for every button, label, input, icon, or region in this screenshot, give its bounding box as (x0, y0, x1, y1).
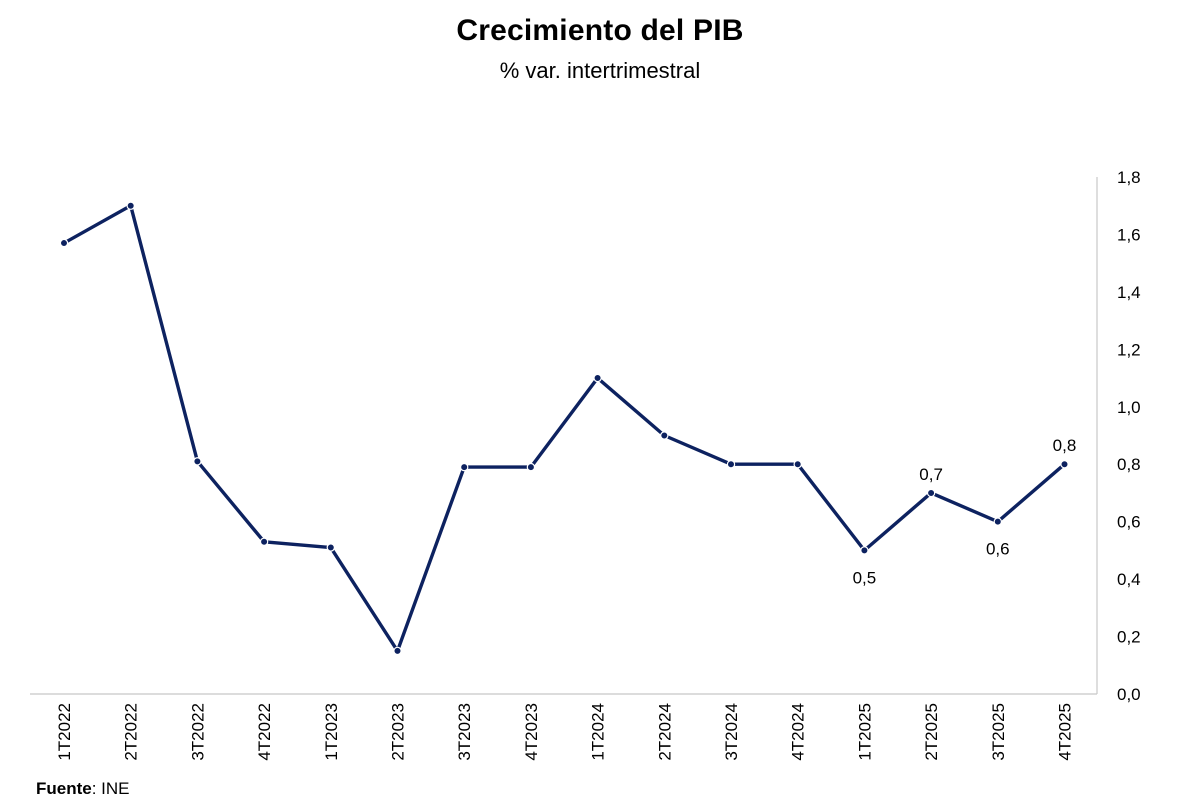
data-labels-group: 0,5 0,7 0,6 0,8 (853, 436, 1077, 587)
data-point (926, 488, 936, 498)
chart-axes (30, 177, 1098, 695)
data-label: 0,7 (919, 465, 943, 484)
series-line (62, 204, 1067, 653)
y-axis-tick-labels: 0,0 0,2 0,4 0,6 0,8 1,0 1,2 1,4 1,6 1,8 (1117, 168, 1141, 704)
y-tick-label: 1,4 (1117, 283, 1141, 302)
data-label: 0,8 (1053, 436, 1077, 455)
x-tick-label: 4T2022 (255, 703, 274, 761)
y-tick-label: 0,2 (1117, 628, 1141, 647)
y-tick-label: 0,8 (1117, 455, 1141, 474)
x-tick-label: 1T2024 (589, 703, 608, 761)
x-tick-label: 3T2022 (188, 703, 207, 761)
source-note: Fuente: INE (36, 779, 130, 799)
data-point (393, 646, 402, 656)
x-tick-label: 4T2024 (789, 703, 808, 761)
x-tick-label: 2T2023 (389, 703, 408, 761)
data-label: 0,6 (986, 540, 1010, 559)
data-label: 0,5 (853, 568, 877, 587)
data-point (860, 546, 869, 555)
data-point (326, 543, 335, 552)
data-point (526, 462, 536, 472)
data-point (593, 373, 602, 383)
data-point (126, 201, 135, 210)
y-tick-label: 1,2 (1117, 340, 1141, 359)
x-tick-label: 2T2024 (655, 703, 674, 761)
y-tick-label: 0,0 (1117, 685, 1141, 704)
x-tick-label: 2T2025 (922, 703, 941, 761)
x-axis-tick-labels: 1T2022 2T2022 3T2022 4T2022 1T2023 2T2023 3T20… (55, 703, 1075, 761)
y-tick-label: 0,6 (1117, 513, 1141, 532)
x-tick-label: 4T2023 (522, 703, 541, 761)
chart-subtitle: % var. intertrimestral (499, 58, 701, 83)
y-tick-label: 1,0 (1117, 398, 1141, 417)
data-point (793, 460, 802, 469)
y-tick-label: 0,4 (1117, 570, 1141, 589)
data-point (1060, 460, 1069, 469)
data-point (993, 517, 1003, 526)
data-point (59, 238, 69, 248)
data-point (726, 460, 736, 469)
x-tick-label: 3T2025 (989, 703, 1008, 761)
x-tick-label: 1T2023 (322, 703, 341, 761)
x-tick-label: 3T2024 (722, 703, 741, 761)
y-tick-label: 1,6 (1117, 225, 1141, 244)
x-tick-label: 2T2022 (122, 703, 141, 761)
data-point (660, 431, 669, 440)
data-point (193, 457, 202, 466)
x-tick-label: 1T2025 (855, 703, 874, 761)
x-tick-label: 1T2022 (55, 703, 74, 761)
y-tick-label: 1,8 (1117, 168, 1141, 187)
x-tick-label: 3T2023 (455, 703, 474, 761)
data-point (259, 537, 269, 546)
chart-title: Crecimiento del PIB (456, 14, 744, 47)
source-label: Fuente (36, 779, 92, 798)
source-text: : INE (91, 779, 130, 798)
series-group (59, 201, 1069, 656)
data-point (460, 462, 469, 472)
x-tick-label: 4T2025 (1056, 703, 1075, 761)
